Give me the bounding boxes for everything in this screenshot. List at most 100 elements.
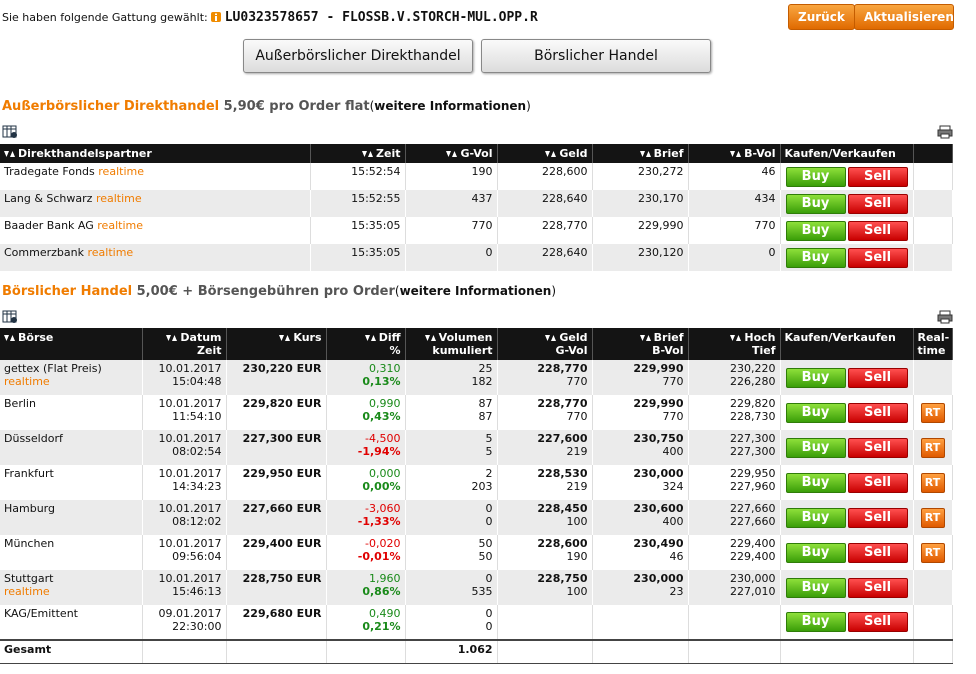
rt-button[interactable]: RT [920, 402, 945, 423]
sell-button[interactable]: Sell [847, 577, 908, 598]
sort-icon[interactable] [730, 150, 742, 158]
total-label: Gesamt [4, 643, 52, 656]
sort-icon[interactable] [4, 334, 15, 342]
diff-pct: 0,13% [362, 375, 401, 388]
rt-button[interactable]: RT [920, 507, 945, 528]
ask-vol: 770 [662, 410, 684, 423]
name: Hamburg [4, 502, 55, 515]
trade-cell: Buy Sell [780, 570, 914, 605]
sort-icon[interactable] [446, 150, 458, 158]
exchange-row: gettex (Flat Preis) realtime 10.01.2017 15:… [0, 360, 953, 395]
sort-icon[interactable] [639, 334, 651, 342]
diff: 0,990 [369, 397, 401, 410]
tag: realtime [4, 375, 50, 388]
column-header[interactable]: Datum Zeit [142, 328, 227, 360]
sort-icon[interactable] [545, 334, 557, 342]
diff-pct: 0,00% [362, 480, 401, 493]
column-header[interactable]: Diff% [326, 328, 406, 360]
cell: 228,770 770 [497, 395, 593, 430]
time: 15:35:05 [351, 219, 401, 232]
ask-vol: 23 [669, 585, 684, 598]
rt-button[interactable]: RT [920, 437, 945, 458]
info-link[interactable]: weitere Informationen [399, 284, 552, 298]
volume-cum: 0 [485, 620, 493, 633]
sell-button[interactable]: Sell [847, 166, 908, 187]
sort-icon[interactable] [545, 150, 557, 158]
cell: 10.01.2017 15:04:48 [142, 360, 227, 395]
sell-button[interactable]: Sell [847, 367, 908, 388]
column-header[interactable]: Zeit [310, 144, 406, 163]
sell-button[interactable]: Sell [847, 193, 908, 214]
cell: 0,490 0,21% [326, 605, 406, 640]
sort-icon[interactable] [279, 334, 291, 342]
column-header[interactable]: Real-time [913, 328, 953, 360]
column-header[interactable]: Brief B-Vol [592, 328, 689, 360]
sell-button[interactable]: Sell [847, 612, 908, 632]
column-header[interactable]: Volumen kumuliert [405, 328, 498, 360]
sort-icon[interactable] [424, 334, 436, 342]
column-header[interactable] [913, 144, 953, 163]
table-icon[interactable] [2, 125, 18, 139]
buy-button[interactable]: Buy [785, 367, 846, 388]
column-header[interactable]: Brief [592, 144, 689, 163]
buy-button[interactable]: Buy [785, 577, 846, 598]
cell: 229,400 229,400 [688, 535, 781, 570]
buy-button[interactable]: Buy [785, 437, 846, 458]
column-header[interactable]: B-Vol [688, 144, 781, 163]
column-header[interactable]: Geld G-Vol [497, 328, 593, 360]
diff-pct: 0,43% [362, 410, 401, 423]
column-header[interactable]: Hoch Tief [688, 328, 781, 360]
paren: ) [551, 284, 557, 298]
column-header[interactable]: Kaufen/Verkaufen [780, 144, 914, 163]
sell-button[interactable]: Sell [847, 247, 908, 268]
sell-button[interactable]: Sell [847, 437, 908, 458]
exchange-row: München 10.01.2017 09:56:04 229,400 EUR -0,0… [0, 535, 953, 570]
bid-vol: 219 [566, 480, 588, 493]
print-icon[interactable] [937, 310, 953, 324]
info-link[interactable]: weitere Informationen [374, 99, 527, 113]
rt-button[interactable]: RT [920, 472, 945, 493]
diff: 0,310 [369, 362, 401, 375]
rt-button[interactable]: RT [920, 542, 945, 563]
tab[interactable]: Außerbörslicher Direkthandel [243, 39, 473, 73]
sell-button[interactable]: Sell [847, 402, 908, 423]
sort-icon[interactable] [166, 334, 178, 342]
sell-button[interactable]: Sell [847, 507, 908, 528]
column-header[interactable]: Kaufen/Verkaufen [780, 328, 914, 360]
buy-button[interactable]: Buy [785, 507, 846, 528]
sort-icon[interactable] [730, 334, 742, 342]
buy-button[interactable]: Buy [785, 612, 846, 632]
column-header[interactable]: Geld [497, 144, 593, 163]
back-button[interactable]: Zurück [788, 4, 855, 30]
buy-button[interactable]: Buy [785, 166, 846, 187]
table-icon[interactable] [2, 310, 18, 324]
column-header[interactable]: G-Vol [405, 144, 498, 163]
sort-icon[interactable] [362, 150, 374, 158]
buy-button[interactable]: Buy [785, 220, 846, 241]
title: Außerbörslicher Direkthandel [2, 99, 220, 114]
volume: 0 [485, 572, 493, 585]
partner-name: Tradegate Fonds [4, 165, 95, 178]
buy-button[interactable]: Buy [785, 193, 846, 214]
cell: 10.01.2017 11:54:10 [142, 395, 227, 430]
refresh-button[interactable]: Aktualisieren [854, 4, 954, 30]
buy-button[interactable]: Buy [785, 472, 846, 493]
sell-button[interactable]: Sell [847, 220, 908, 241]
buy-button[interactable]: Buy [785, 247, 846, 268]
column-header[interactable]: Kurs [226, 328, 327, 360]
cell: 228,770 [497, 217, 593, 244]
sort-icon[interactable] [4, 150, 15, 158]
sell-button[interactable]: Sell [847, 472, 908, 493]
bid: 228,640 [542, 246, 588, 259]
column-header[interactable]: Börse [0, 328, 143, 360]
sort-icon[interactable] [364, 334, 376, 342]
sort-icon[interactable] [639, 150, 651, 158]
buy-button[interactable]: Buy [785, 542, 846, 563]
sell-button[interactable]: Sell [847, 542, 908, 563]
bid: 228,770 [537, 397, 588, 410]
print-icon[interactable] [937, 125, 953, 139]
column-header[interactable]: Direkthandelspartner [0, 144, 311, 163]
trade-cell: Buy Sell [780, 360, 914, 395]
buy-button[interactable]: Buy [785, 402, 846, 423]
tab[interactable]: Börslicher Handel [481, 39, 711, 73]
